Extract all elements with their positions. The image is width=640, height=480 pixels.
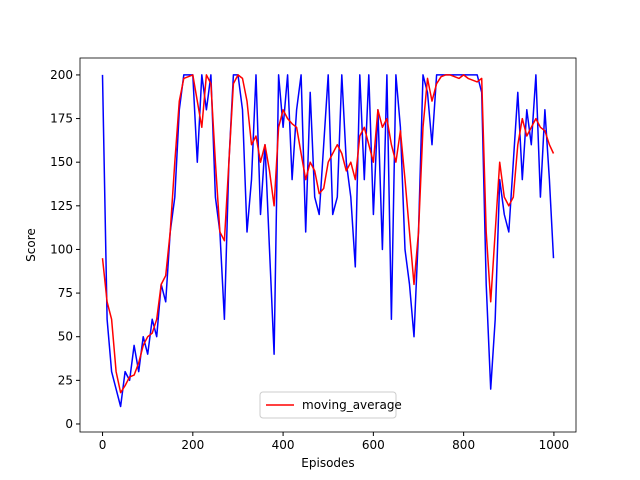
x-tick-label: 1000 [539,438,570,452]
y-axis-label: Score [24,228,38,262]
x-tick-label: 200 [181,438,204,452]
plot-frame [79,57,577,433]
y-tick-label: 25 [58,373,73,387]
y-tick-label: 200 [50,68,73,82]
x-tick-label: 0 [99,438,107,452]
legend-label: moving_average [302,398,402,412]
legend-box [259,391,397,419]
x-tick-label: 400 [272,438,295,452]
series-line [101,74,555,394]
x-tick-label: 600 [362,438,385,452]
y-tick-label: 150 [50,155,73,169]
x-axis-label: Episodes [301,456,354,470]
y-tick-label: 100 [50,242,73,256]
y-tick-label: 50 [58,330,73,344]
y-tick-label: 175 [50,112,73,126]
y-tick-label: 75 [58,286,73,300]
y-tick-label: 125 [50,199,73,213]
x-tick-label: 800 [452,438,475,452]
y-tick-label: 0 [65,417,73,431]
